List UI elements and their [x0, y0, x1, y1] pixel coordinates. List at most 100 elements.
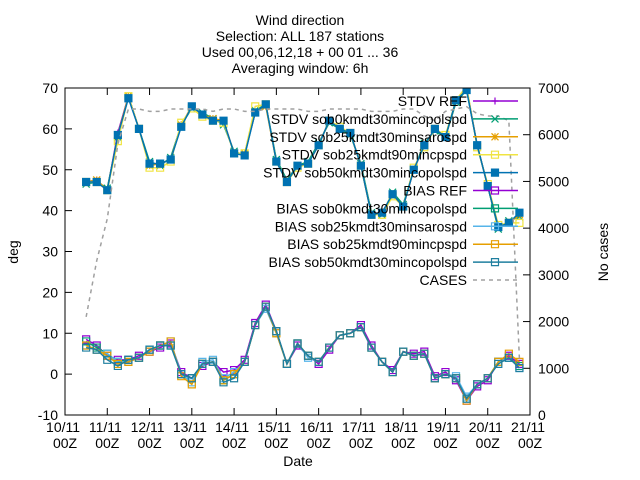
- legend-label: BIAS sob25kmdt90mincpspd: [287, 236, 467, 252]
- x-tick-label: 16/11 00Z: [300, 419, 338, 451]
- legend-label: STDV sob25kmdt30minsarospd: [269, 129, 467, 145]
- data-point: [420, 349, 429, 358]
- y2-tick-label: 4000: [538, 220, 569, 236]
- x-tick-label: 10/11 00Z: [46, 419, 84, 451]
- data-point: [325, 116, 334, 125]
- data-point: [451, 96, 461, 105]
- legend-label: CASES: [420, 272, 467, 288]
- chart-title: Selection: ALL 187 stations: [216, 28, 384, 44]
- data-point: [198, 359, 207, 369]
- data-point: [219, 116, 228, 125]
- y-tick-label: 60: [42, 121, 58, 137]
- data-point: [483, 182, 492, 191]
- y-tick-label: 20: [42, 284, 58, 300]
- data-point: [124, 94, 133, 103]
- data-point: [515, 218, 524, 227]
- y2-tick-label: 1000: [538, 360, 569, 376]
- data-point: [134, 353, 144, 362]
- x-tick-label: 12/11 00Z: [131, 419, 169, 451]
- data-point: [198, 110, 207, 119]
- data-point: [103, 186, 112, 195]
- data-point: [346, 329, 355, 338]
- data-point: [82, 343, 91, 352]
- legend-marker: [490, 168, 500, 177]
- data-point: [441, 370, 450, 379]
- legend-marker: [490, 258, 500, 267]
- y-tick-label: 0: [50, 366, 58, 382]
- data-point: [229, 149, 239, 158]
- series-line: [85, 105, 521, 359]
- legend-marker: [490, 150, 500, 159]
- x-tick-label: 18/11 00Z: [384, 419, 422, 451]
- data-point: [504, 218, 513, 227]
- data-point: [229, 374, 239, 383]
- data-point: [335, 124, 344, 133]
- y-axis-label: deg: [5, 240, 21, 263]
- data-point: [166, 341, 175, 350]
- legend-marker: [490, 204, 500, 213]
- legend-marker: [491, 114, 499, 123]
- data-point: [515, 363, 524, 373]
- x-tick-label: 17/11 00Z: [342, 419, 380, 451]
- data-point: [145, 159, 154, 168]
- legend-label: STDV sob25kmdt90mincpspd: [282, 147, 467, 163]
- data-point: [92, 345, 101, 354]
- data-point: [187, 374, 196, 383]
- data-point: [462, 394, 471, 403]
- data-point: [134, 124, 144, 133]
- y2-tick-label: 3000: [538, 267, 569, 283]
- legend-marker: [490, 222, 500, 231]
- data-point: [177, 370, 186, 379]
- data-point: [124, 355, 133, 364]
- data-point: [377, 357, 387, 366]
- data-point: [314, 141, 323, 150]
- data-point: [103, 355, 112, 364]
- data-point: [515, 208, 524, 217]
- legend-label: BIAS sob25kmdt30minsarospd: [275, 218, 467, 234]
- y-tick-label: 30: [42, 244, 58, 260]
- data-point: [367, 343, 376, 352]
- data-point: [504, 353, 513, 362]
- data-point: [261, 302, 270, 311]
- x-tick-label: 19/11 00Z: [427, 419, 465, 451]
- data-point: [113, 361, 122, 371]
- data-point: [282, 359, 292, 369]
- data-point: [441, 132, 450, 142]
- data-point: [399, 202, 408, 211]
- series-line: [85, 305, 520, 401]
- data-point: [293, 161, 302, 170]
- data-point: [483, 374, 492, 383]
- chart-title: Averaging window: 6h: [232, 60, 369, 76]
- data-point: [346, 128, 355, 138]
- data-point: [430, 124, 439, 133]
- data-point: [145, 345, 154, 354]
- data-point: [187, 380, 196, 389]
- data-point: [377, 208, 387, 217]
- data-point: [187, 102, 196, 111]
- data-point: [303, 351, 313, 360]
- data-point: [208, 357, 218, 366]
- data-point: [113, 130, 122, 140]
- data-point: [356, 323, 366, 332]
- data-point: [251, 320, 260, 330]
- data-point: [240, 357, 249, 366]
- data-point: [261, 100, 270, 109]
- data-point: [462, 88, 471, 95]
- legend-label: STDV REF: [398, 93, 467, 109]
- legend-label: STDV sob50kmdt30mincopolspd: [263, 165, 467, 181]
- data-point: [430, 374, 439, 383]
- legend-label: BIAS REF: [403, 183, 467, 199]
- data-point: [166, 155, 175, 164]
- y2-axis-label: No cases: [595, 223, 611, 281]
- x-tick-label: 11/11 00Z: [89, 419, 126, 451]
- data-point: [473, 380, 482, 389]
- data-point: [92, 177, 101, 187]
- x-tick-label: 15/11 00Z: [257, 419, 295, 451]
- y-tick-label: 50: [42, 162, 58, 178]
- y-tick-label: 10: [42, 325, 58, 341]
- y2-tick-label: 0: [538, 407, 546, 423]
- legend-marker: [491, 132, 499, 141]
- chart-title: Wind direction: [256, 12, 345, 28]
